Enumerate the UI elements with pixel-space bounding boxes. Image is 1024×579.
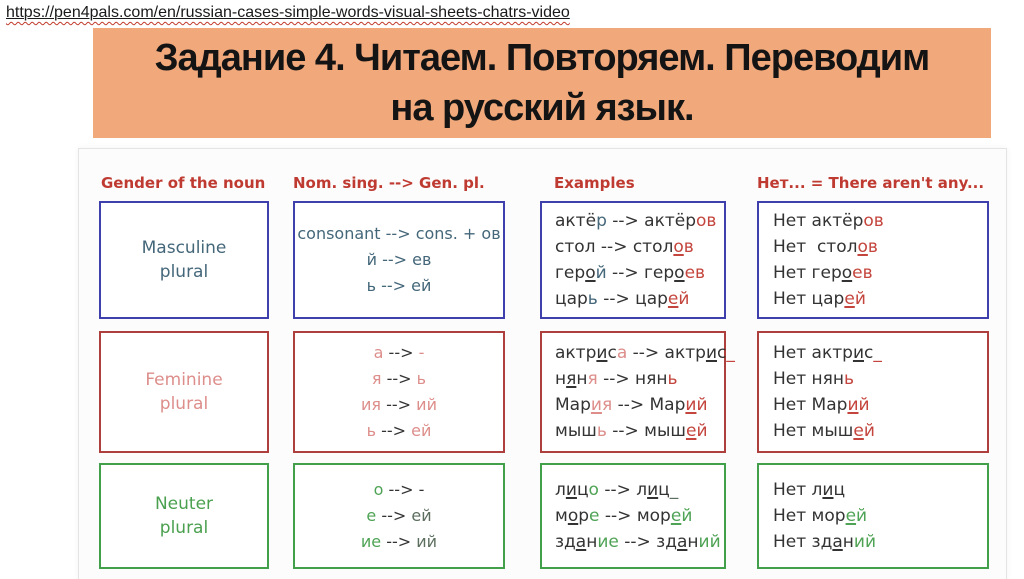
column-header-negation: Нет... = There aren't any... [757, 174, 985, 192]
example-line: царь --> царей [555, 289, 690, 309]
rule-line: ия --> ий [361, 395, 437, 414]
rule-line: ь --> ей [366, 276, 432, 295]
negation-line: Нет столов [773, 237, 878, 257]
feminine-negation-box: Нет актрис_ Нет нянь Нет Марий Нет мышей [757, 331, 989, 453]
gender-label-line: plural [159, 394, 209, 414]
rule-line: а --> - [373, 343, 425, 362]
example-line: стол --> столов [555, 237, 694, 257]
title-banner: Задание 4. Читаем. Повторяем. Переводим … [93, 28, 991, 138]
neuter-gender-box: Neuter plural [99, 463, 269, 569]
rule-line: ь --> ей [366, 421, 432, 440]
column-header-gender: Gender of the noun [101, 174, 266, 192]
example-line: актриса --> актрис_ [555, 343, 735, 363]
gender-label-line: plural [159, 518, 209, 538]
masculine-rules-box: consonant --> cons. + ов й --> ев ь --> … [293, 201, 505, 319]
example-line: няня --> нянь [555, 369, 678, 389]
feminine-examples-box: актриса --> актрис_ няня --> нянь Мария … [540, 331, 735, 453]
feminine-gender-box: Feminine plural [99, 331, 269, 453]
page-url-link[interactable]: https://pen4pals.com/en/russian-cases-si… [6, 4, 570, 22]
page-title-line-2: на русский язык. [390, 87, 694, 129]
example-line: здание --> зданий [555, 532, 721, 552]
grammar-chart-sheet: Gender of the noun Nom. sing. --> Gen. p… [78, 148, 1007, 579]
neuter-negation-box: Нет лиц Нет морей Нет зданий [757, 463, 989, 569]
negation-line: Нет мышей [773, 421, 875, 441]
negation-line: Нет героев [773, 263, 873, 283]
example-line: актёр --> актёров [555, 211, 717, 231]
example-line: герой --> героев [555, 263, 706, 283]
example-line: лицо --> лиц_ [555, 480, 679, 500]
rule-line: ие --> ий [360, 532, 438, 551]
rule-line: й --> ев [366, 250, 432, 269]
gender-label-line: Neuter [154, 494, 214, 514]
column-header-rule: Nom. sing. --> Gen. pl. [293, 174, 485, 192]
column-header-examples: Examples [554, 174, 635, 192]
negation-line: Нет лиц [773, 480, 846, 500]
neuter-examples-box: лицо --> лиц_ море --> морей здание --> … [540, 463, 726, 569]
rule-line: я --> ь [371, 369, 427, 388]
example-line: мышь --> мышей [555, 421, 708, 441]
page-url-text: https://pen4pals.com/en/russian-cases-si… [6, 4, 570, 21]
rule-line: о --> - [373, 480, 425, 499]
negation-line: Нет морей [773, 506, 868, 526]
masculine-negation-box: Нет актёров Нет столов Нет героев Нет ца… [757, 201, 989, 319]
gender-label-line: plural [159, 262, 209, 282]
example-line: Мария --> Марий [555, 395, 708, 415]
rule-line: е --> ей [366, 506, 432, 525]
page-title-line-1: Задание 4. Читаем. Повторяем. Переводим [154, 37, 931, 79]
neuter-rules-box: о --> - е --> ей ие --> ий [293, 463, 505, 569]
negation-line: Нет зданий [773, 532, 876, 552]
negation-line: Нет актрис_ [773, 343, 882, 363]
feminine-rules-box: а --> - я --> ь ия --> ий ь --> ей [293, 331, 505, 453]
example-line: море --> морей [555, 506, 693, 526]
negation-line: Нет нянь [773, 369, 855, 389]
negation-line: Нет царей [773, 289, 866, 309]
negation-line: Нет Марий [773, 395, 870, 415]
gender-label-line: Feminine [145, 370, 223, 390]
negation-line: Нет актёров [773, 211, 884, 231]
masculine-examples-box: актёр --> актёров стол --> столов герой … [540, 201, 726, 319]
gender-label-line: Masculine [141, 238, 227, 258]
rule-line: consonant --> cons. + ов [297, 224, 501, 243]
masculine-gender-box: Masculine plural [99, 201, 269, 319]
